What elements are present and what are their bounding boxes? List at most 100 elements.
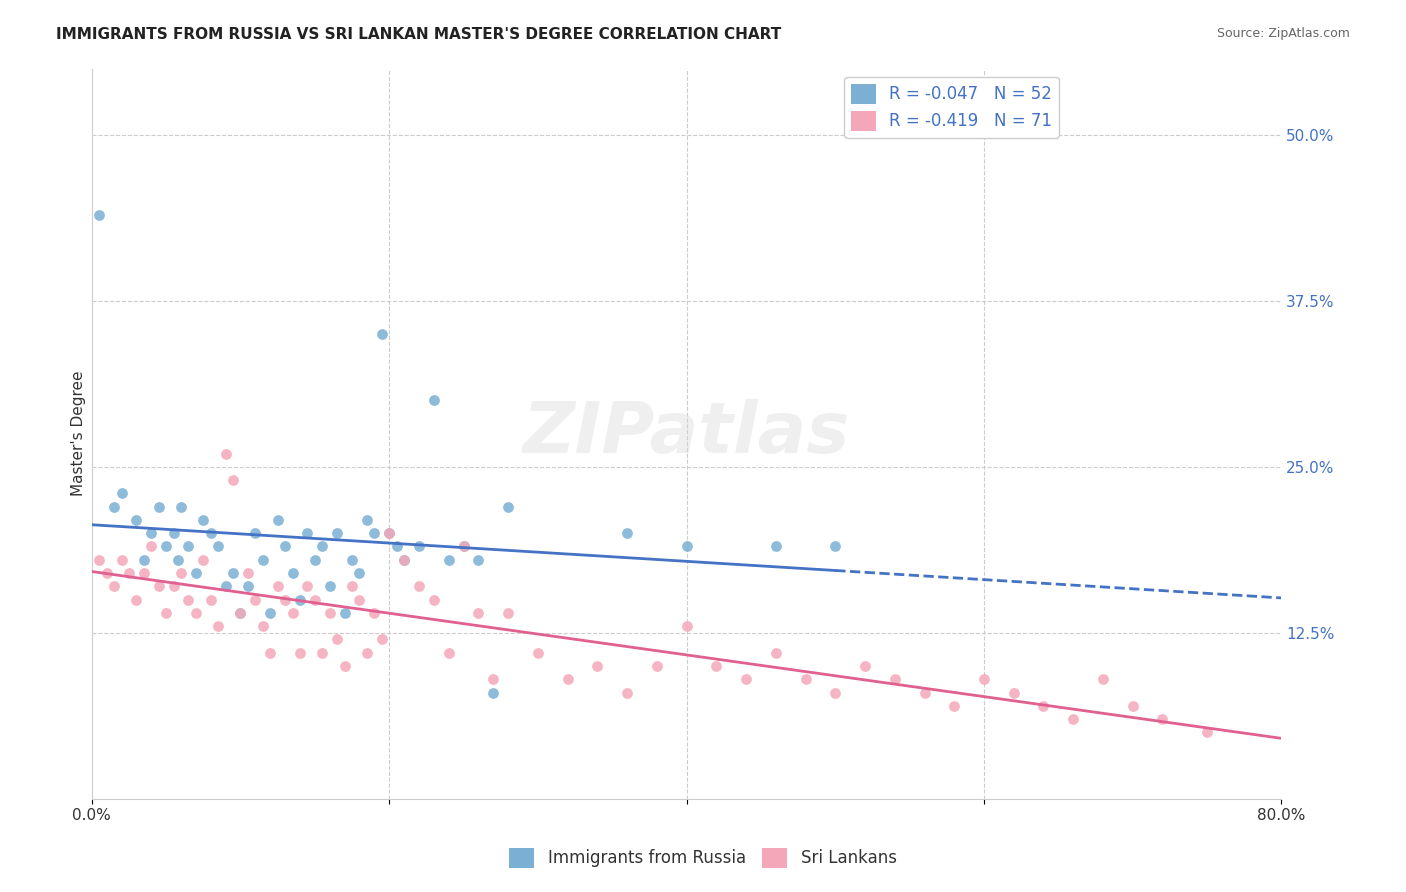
Point [229,606,252,620]
Point [326,632,349,647]
Point [288,592,311,607]
Point [675,619,697,633]
Point [132,553,155,567]
Point [765,540,787,554]
Point [1062,712,1084,726]
Point [222,566,245,580]
Point [675,540,697,554]
Point [103,579,125,593]
Point [704,659,727,673]
Point [616,685,638,699]
Point [125,592,148,607]
Text: Source: ZipAtlas.com: Source: ZipAtlas.com [1216,27,1350,40]
Point [132,566,155,580]
Point [1091,673,1114,687]
Point [184,566,207,580]
Point [288,646,311,660]
Point [304,553,326,567]
Point [1032,698,1054,713]
Point [89,553,111,567]
Point [437,646,460,660]
Point [304,592,326,607]
Point [236,566,259,580]
Legend: Immigrants from Russia, Sri Lankans: Immigrants from Russia, Sri Lankans [502,841,904,875]
Point [252,553,274,567]
Point [177,592,200,607]
Point [162,579,184,593]
Text: IMMIGRANTS FROM RUSSIA VS SRI LANKAN MASTER'S DEGREE CORRELATION CHART: IMMIGRANTS FROM RUSSIA VS SRI LANKAN MAS… [56,27,782,42]
Point [735,673,758,687]
Point [586,659,609,673]
Point [266,513,288,527]
Point [141,526,163,541]
Point [96,566,118,580]
Point [340,553,363,567]
Point [148,579,170,593]
Point [89,208,111,222]
Point [378,526,401,541]
Point [496,500,519,514]
Point [496,606,519,620]
Point [110,486,132,500]
Point [392,553,415,567]
Point [482,685,505,699]
Point [363,526,385,541]
Point [616,526,638,541]
Point [453,540,475,554]
Point [184,606,207,620]
Point [645,659,668,673]
Point [437,553,460,567]
Point [363,606,385,620]
Point [333,606,356,620]
Point [236,579,259,593]
Point [356,513,378,527]
Y-axis label: Master's Degree: Master's Degree [72,371,86,496]
Point [125,513,148,527]
Legend: R = -0.047   N = 52, R = -0.419   N = 71: R = -0.047 N = 52, R = -0.419 N = 71 [844,77,1059,137]
Point [824,685,846,699]
Point [170,500,193,514]
Point [214,579,236,593]
Point [527,646,550,660]
Point [973,673,995,687]
Point [371,632,394,647]
Point [155,606,177,620]
Point [883,673,905,687]
Point [200,526,222,541]
Point [141,540,163,554]
Point [340,579,363,593]
Point [408,540,430,554]
Point [259,646,281,660]
Point [943,698,966,713]
Point [222,473,245,487]
Point [167,553,190,567]
Point [385,540,408,554]
Point [349,592,371,607]
Point [311,646,333,660]
Point [333,659,356,673]
Point [177,540,200,554]
Point [392,553,415,567]
Point [281,566,304,580]
Point [252,619,274,633]
Point [319,606,342,620]
Point [155,540,177,554]
Point [118,566,141,580]
Point [467,553,489,567]
Point [408,579,430,593]
Point [794,673,817,687]
Point [914,685,936,699]
Point [1195,725,1218,739]
Point [193,553,215,567]
Point [193,513,215,527]
Point [274,592,297,607]
Point [1152,712,1174,726]
Point [1122,698,1144,713]
Point [103,500,125,514]
Point [297,526,319,541]
Point [557,673,579,687]
Point [423,592,446,607]
Point [349,566,371,580]
Point [319,579,342,593]
Point [1002,685,1025,699]
